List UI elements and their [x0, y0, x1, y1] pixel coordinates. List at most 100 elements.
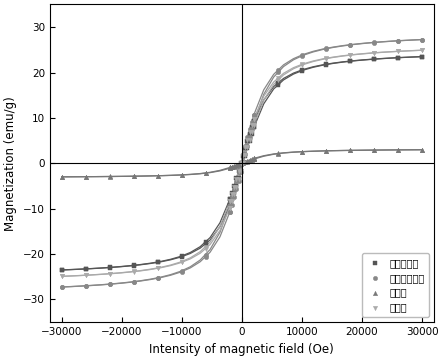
- Point: [226, 202, 234, 208]
- Point: [346, 148, 353, 153]
- 生料球: [58, 174, 65, 180]
- Point: [242, 159, 249, 165]
- 磁性膨润土: [231, 190, 238, 195]
- Point: [178, 253, 186, 259]
- Point: [250, 112, 258, 118]
- 磁性凹凸棒土: [346, 42, 353, 48]
- 生料球: [178, 172, 186, 178]
- 吸附剂: [202, 246, 210, 252]
- 生料球: [231, 164, 238, 170]
- Point: [418, 37, 425, 42]
- Point: [202, 244, 210, 249]
- Point: [322, 45, 329, 51]
- Point: [248, 122, 255, 128]
- 吸附剂: [418, 48, 425, 53]
- 吸附剂: [235, 176, 242, 182]
- Point: [239, 152, 246, 157]
- 生料球: [394, 147, 401, 153]
- Point: [130, 262, 137, 268]
- 生料球: [250, 156, 258, 162]
- 生料球: [248, 157, 255, 163]
- Point: [394, 38, 401, 44]
- 吸附剂: [370, 50, 377, 56]
- 磁性膨润土: [244, 145, 251, 151]
- 磁性凹凸棒土: [250, 119, 258, 125]
- Point: [394, 55, 401, 60]
- Point: [237, 161, 244, 166]
- 生料球: [322, 148, 329, 154]
- Point: [130, 173, 137, 179]
- Point: [239, 152, 246, 158]
- Point: [233, 176, 240, 182]
- Point: [370, 56, 377, 62]
- 吸附剂: [154, 265, 161, 271]
- 吸附剂: [178, 260, 186, 265]
- 吸附剂: [233, 184, 240, 190]
- 磁性膨润土: [106, 265, 113, 270]
- 磁性膨润土: [346, 58, 353, 64]
- Point: [322, 148, 329, 154]
- Point: [82, 283, 89, 289]
- 磁性凹凸棒土: [154, 275, 161, 281]
- 生料球: [202, 170, 210, 176]
- 磁性凹凸棒土: [82, 283, 89, 289]
- Point: [154, 173, 161, 179]
- 磁性膨润土: [394, 55, 401, 60]
- Point: [298, 149, 305, 154]
- Point: [82, 266, 89, 272]
- Point: [226, 198, 234, 204]
- 磁性膨润土: [226, 202, 234, 208]
- 磁性膨润土: [239, 160, 246, 166]
- 磁性膨润土: [233, 183, 240, 189]
- Point: [250, 118, 258, 124]
- 生料球: [229, 165, 236, 170]
- Point: [235, 168, 242, 174]
- X-axis label: Intensity of magnetic field (Oe): Intensity of magnetic field (Oe): [150, 343, 334, 356]
- Point: [370, 50, 377, 56]
- 生料球: [298, 149, 305, 154]
- 吸附剂: [298, 62, 305, 68]
- Point: [154, 259, 161, 265]
- 生料球: [130, 173, 137, 179]
- 生料球: [244, 159, 251, 165]
- Point: [202, 170, 210, 176]
- Point: [233, 162, 240, 168]
- 吸附剂: [82, 273, 89, 278]
- Point: [82, 272, 89, 278]
- 磁性凹凸棒土: [235, 178, 242, 184]
- Point: [246, 126, 253, 132]
- Point: [244, 135, 251, 140]
- Point: [58, 174, 65, 180]
- 吸附剂: [226, 205, 234, 211]
- Point: [231, 186, 238, 192]
- 磁性膨润土: [82, 266, 89, 272]
- Point: [231, 163, 238, 169]
- Point: [248, 156, 255, 162]
- Point: [250, 112, 258, 118]
- Point: [274, 80, 281, 86]
- 磁性膨润土: [274, 82, 281, 87]
- Point: [244, 138, 251, 144]
- Point: [322, 61, 329, 67]
- 磁性膨润土: [370, 56, 377, 62]
- Point: [154, 265, 161, 271]
- Point: [274, 75, 281, 81]
- Point: [233, 178, 240, 184]
- Point: [242, 144, 249, 150]
- Point: [229, 164, 236, 170]
- 磁性膨润土: [250, 125, 258, 130]
- Point: [370, 40, 377, 45]
- Point: [106, 281, 113, 287]
- 磁性膨润土: [130, 263, 137, 269]
- 磁性凹凸棒土: [231, 194, 238, 200]
- Point: [178, 268, 186, 274]
- Point: [202, 252, 210, 257]
- 吸附剂: [226, 205, 234, 211]
- 磁性膨润土: [58, 267, 65, 273]
- Point: [58, 274, 65, 279]
- Point: [229, 192, 236, 197]
- 生料球: [239, 161, 246, 166]
- 磁性凹凸棒土: [246, 134, 253, 140]
- Point: [346, 58, 353, 64]
- 磁性凹凸棒土: [322, 46, 329, 52]
